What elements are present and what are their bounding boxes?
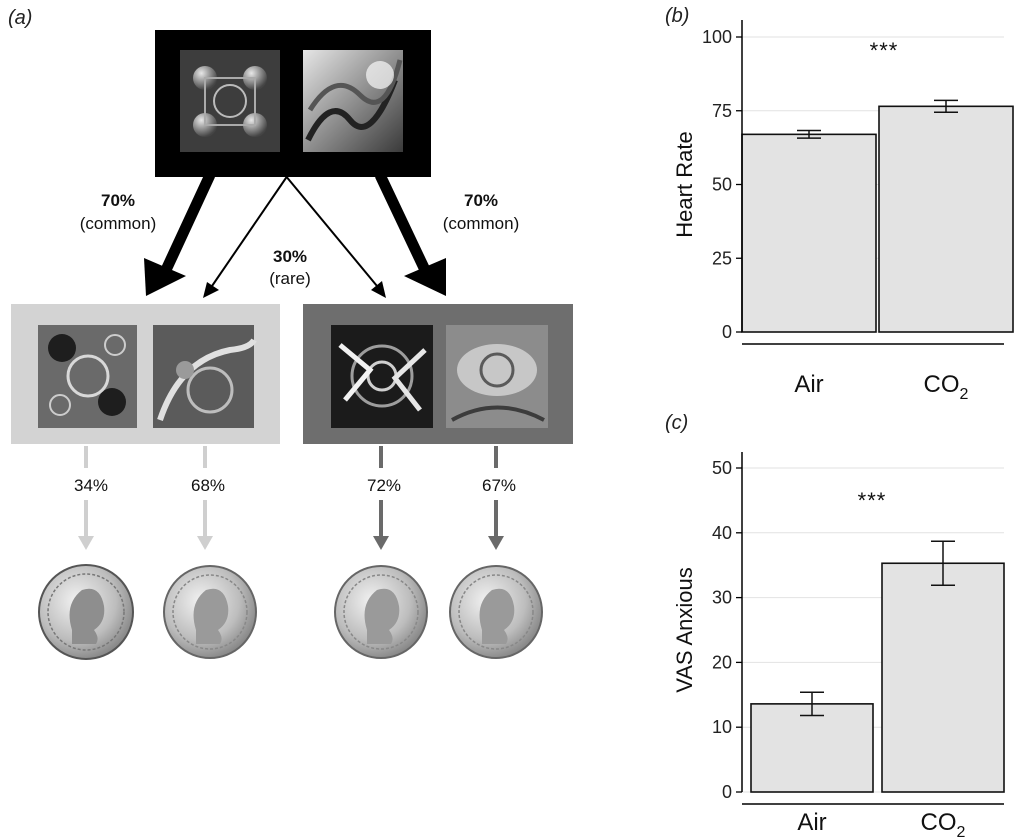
coin-icon xyxy=(163,565,257,659)
task-diagram: (a) 70% (co xyxy=(8,7,573,660)
y-axis-title-b: Heart Rate xyxy=(672,131,697,237)
transition-arrows xyxy=(144,172,446,298)
fractal-image-spheres xyxy=(180,50,280,152)
outcome-prob-3: 72% xyxy=(367,476,401,495)
bar-co xyxy=(881,562,1005,793)
bar-air xyxy=(741,133,877,333)
y-tick-label: 40 xyxy=(712,523,732,543)
error-bar xyxy=(931,540,955,587)
common-arrow-left xyxy=(144,258,186,296)
y-ticks-c: 0 10 20 30 40 50 xyxy=(712,458,742,802)
x-category-label: Air xyxy=(797,809,826,836)
y-tick-label: 30 xyxy=(712,588,732,608)
y-tick-label: 25 xyxy=(712,248,732,268)
outcome-prob-2: 68% xyxy=(191,476,225,495)
bar-air xyxy=(750,703,874,793)
bars-c xyxy=(750,562,1005,793)
fractal-image-left-1 xyxy=(38,325,137,428)
significance-b: *** xyxy=(870,38,899,63)
bar-co xyxy=(878,105,1014,333)
common-left-percent: 70% xyxy=(101,191,135,210)
panel-b-label: (b) xyxy=(665,5,689,27)
outcome-prob-1: 34% xyxy=(74,476,108,495)
heart-rate-chart: (b) 0 25 50 75 100 Heart Rate *** Air CO2 xyxy=(665,5,1014,403)
y-tick-label: 50 xyxy=(712,175,732,195)
x-category-label: Air xyxy=(794,371,823,398)
error-bars-c xyxy=(800,540,955,717)
rare-percent: 30% xyxy=(273,247,307,266)
y-tick-label: 0 xyxy=(722,322,732,342)
y-tick-label: 10 xyxy=(712,717,732,737)
fractal-image-left-2 xyxy=(153,325,257,428)
fractal-image-swirl xyxy=(303,50,403,152)
common-arrow-right xyxy=(404,258,446,296)
y-axis-title-c: VAS Anxious xyxy=(672,567,697,693)
rare-arrow-left xyxy=(203,282,219,298)
x-categories-b: Air CO2 xyxy=(794,371,968,403)
panel-a-label: (a) xyxy=(8,7,32,29)
error-bars-b xyxy=(797,99,958,139)
error-bar xyxy=(800,691,824,717)
error-bar xyxy=(934,99,958,113)
coin-icon xyxy=(38,564,134,660)
fractal-image-right-2 xyxy=(446,325,548,428)
rare-arrow-right xyxy=(371,281,386,298)
coin-icon xyxy=(449,565,543,659)
x-category-label: CO2 xyxy=(921,809,966,838)
common-right-label: (common) xyxy=(443,214,520,233)
x-categories-c: Air CO2 xyxy=(797,809,965,838)
x-category-label: CO2 xyxy=(924,371,969,403)
outcome-arrows xyxy=(78,446,504,550)
y-ticks-b: 0 25 50 75 100 xyxy=(702,27,742,342)
significance-c: *** xyxy=(858,488,887,513)
y-tick-label: 75 xyxy=(712,101,732,121)
outcome-prob-4: 67% xyxy=(482,476,516,495)
rare-label: (rare) xyxy=(269,269,311,288)
error-bar xyxy=(797,129,821,139)
fractal-image-right-1 xyxy=(331,325,433,428)
y-tick-label: 100 xyxy=(702,27,732,47)
vas-anxious-chart: (c) 0 10 20 30 40 50 VAS Anxious *** Air CO2 xyxy=(665,412,1005,838)
panel-c-label: (c) xyxy=(665,412,688,434)
y-tick-label: 50 xyxy=(712,458,732,478)
common-left-label: (common) xyxy=(80,214,157,233)
common-right-percent: 70% xyxy=(464,191,498,210)
y-tick-label: 20 xyxy=(712,652,732,672)
coin-icon xyxy=(334,565,428,659)
bars-b xyxy=(741,105,1014,333)
y-tick-label: 0 xyxy=(722,782,732,802)
